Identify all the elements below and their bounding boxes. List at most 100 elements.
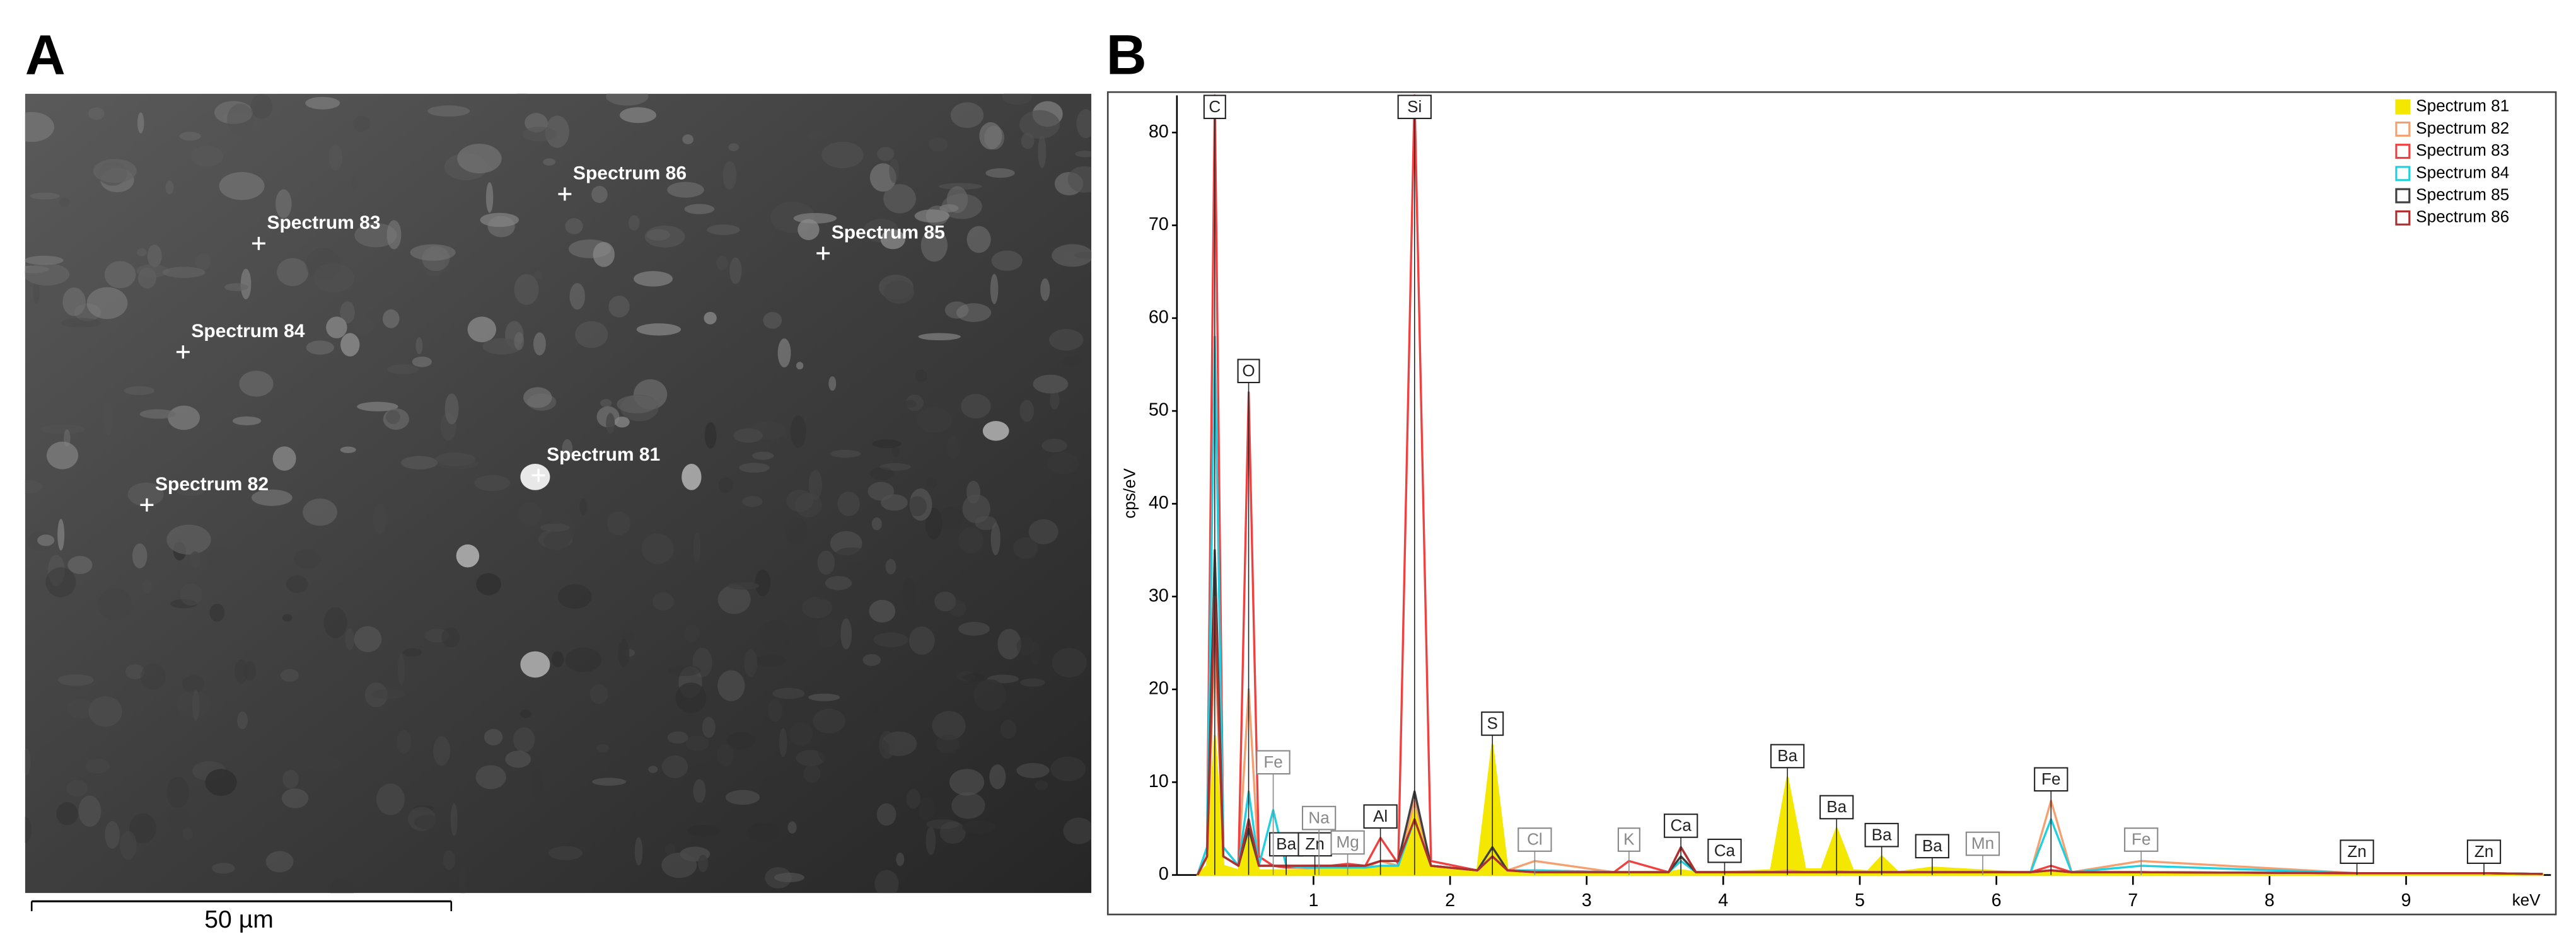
texture-blob [415, 337, 423, 355]
texture-blob [137, 248, 147, 256]
legend-swatch [2395, 166, 2411, 181]
texture-blob [523, 387, 552, 408]
peak-label-box [1664, 814, 1698, 838]
texture-blob [281, 788, 309, 808]
texture-blob [239, 371, 274, 397]
texture-blob [167, 808, 192, 829]
texture-blob [830, 449, 861, 458]
texture-blob [877, 147, 895, 161]
peak-label-box [1517, 827, 1552, 852]
peak-label-box [2340, 839, 2374, 864]
peak-label-box [1770, 744, 1805, 769]
texture-blob [1013, 537, 1038, 559]
texture-blob [137, 267, 157, 289]
texture-blob [606, 511, 631, 536]
texture-blob [693, 779, 706, 803]
texture-blob [818, 735, 845, 765]
texture-blob [796, 750, 826, 766]
peak-label-box [2466, 839, 2502, 864]
texture-blob [450, 803, 458, 836]
peak-label: Si [1407, 97, 1422, 116]
texture-blob [1035, 780, 1048, 790]
texture-blob [925, 827, 936, 855]
texture-blob [127, 482, 164, 507]
texture-blob [105, 820, 120, 849]
texture-blob [514, 273, 539, 305]
texture-blob [620, 107, 657, 124]
peak-label-box [1617, 827, 1640, 852]
y-tick-label: 20 [1149, 679, 1169, 699]
texture-blob [443, 850, 456, 870]
texture-blob [98, 588, 132, 621]
texture-blob [902, 578, 916, 609]
peak-label: Mn [1971, 834, 1994, 853]
texture-blob [905, 394, 924, 411]
texture-blob [808, 693, 840, 701]
texture-blob [1019, 110, 1060, 139]
texture-blob [516, 93, 527, 99]
texture-blob [66, 779, 88, 797]
y-tick-label: 50 [1149, 400, 1169, 420]
texture-blob [896, 853, 905, 866]
texture-blob [786, 490, 814, 512]
texture-blob [207, 547, 235, 568]
texture-blob [717, 585, 751, 614]
texture-blob [141, 664, 166, 690]
texture-blob [551, 651, 564, 667]
texture-blob [323, 607, 347, 638]
texture-blob [1020, 678, 1045, 687]
texture-blob [929, 137, 948, 152]
marker-label: Spectrum 81 [547, 444, 660, 465]
peak-label: Ba [1922, 836, 1942, 855]
texture-blob [862, 654, 881, 666]
texture-blob [1076, 109, 1092, 139]
texture-blob [751, 451, 774, 460]
texture-blob [682, 134, 693, 144]
texture-blob [482, 338, 521, 355]
texture-blob [979, 122, 1002, 150]
texture-blob [37, 534, 55, 546]
texture-blob [103, 402, 113, 435]
marker-cross [558, 187, 572, 201]
texture-blob [787, 821, 797, 834]
texture-blob [869, 467, 894, 480]
x-tick-label: 7 [2128, 890, 2138, 911]
texture-blob [474, 474, 510, 492]
texture-blob [718, 477, 733, 493]
texture-blob [1052, 648, 1087, 678]
texture-blob [137, 112, 144, 134]
peak-label: Ba [1777, 746, 1797, 765]
texture-blob [575, 321, 608, 348]
peak-label: Fe [2041, 769, 2060, 788]
texture-blob [182, 675, 205, 694]
texture-blob [145, 418, 153, 451]
texture-blob [1016, 762, 1050, 778]
texture-blob [816, 617, 840, 647]
texture-blob [232, 416, 262, 425]
texture-blob [25, 748, 31, 776]
texture-blob [543, 531, 570, 551]
texture-blob [543, 158, 556, 166]
texture-blob [190, 145, 223, 167]
texture-blob [412, 356, 432, 367]
texture-blob [505, 751, 531, 768]
texture-blob [182, 827, 193, 840]
texture-blob [93, 159, 137, 183]
peak-label-box [1864, 822, 1899, 848]
texture-blob [441, 627, 460, 648]
chart-frame [1106, 91, 2557, 916]
texture-blob [25, 263, 70, 286]
texture-blob [849, 754, 866, 777]
texture-blob [606, 413, 615, 434]
texture-blob [212, 863, 235, 874]
texture-blob [45, 567, 76, 597]
texture-blob [433, 736, 451, 766]
texture-blob [132, 543, 148, 569]
texture-blob [397, 653, 405, 686]
y-tick-label: 80 [1149, 122, 1169, 142]
texture-blob [837, 491, 860, 517]
texture-blob [593, 241, 615, 267]
texture-blob [872, 439, 902, 448]
peak-label: S [1487, 714, 1498, 733]
